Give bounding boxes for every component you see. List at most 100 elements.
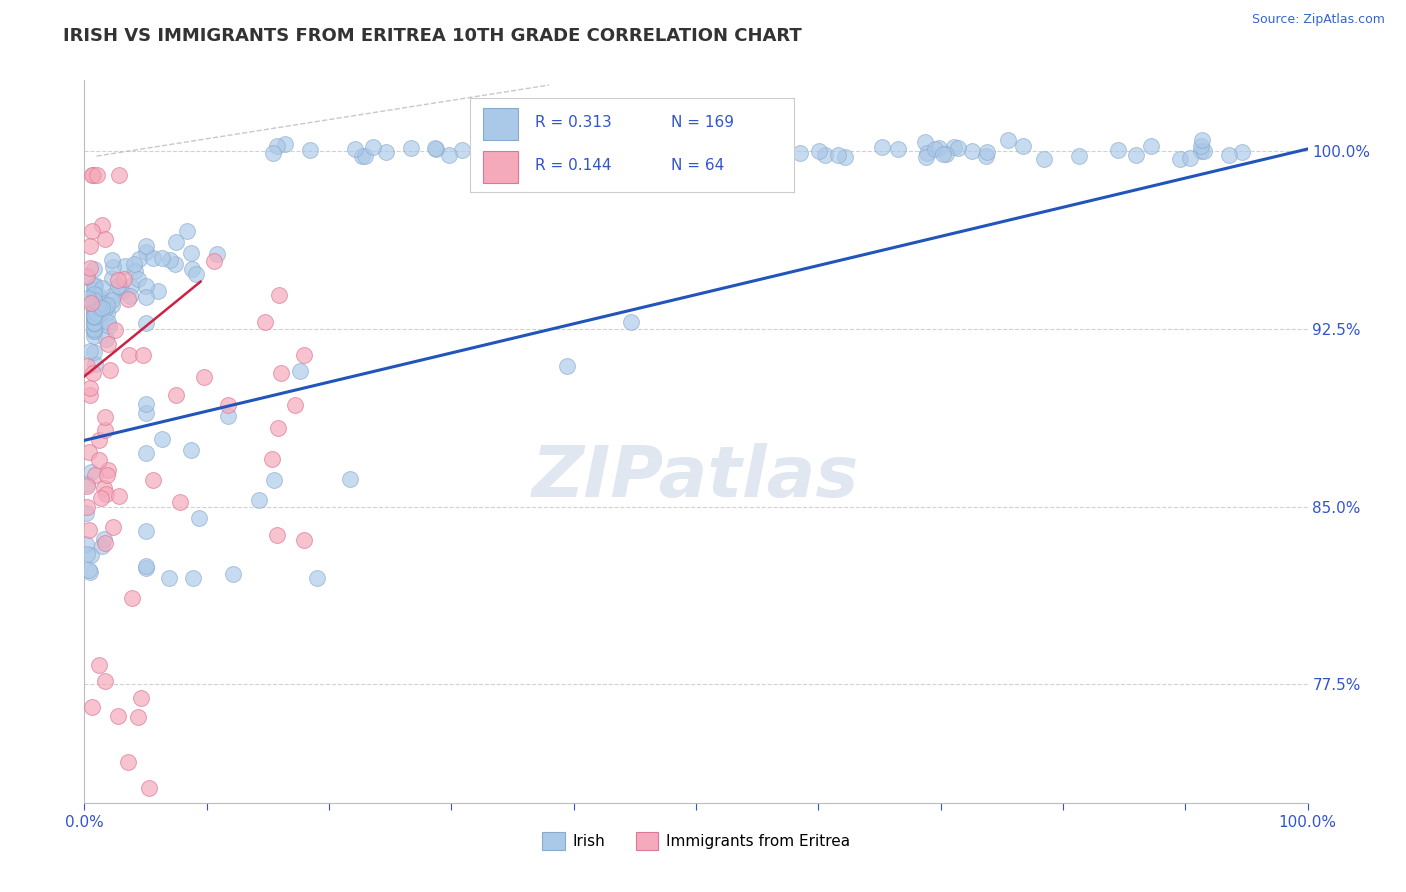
Point (104, 323, 127, 337)
Point (292, 348, 315, 362)
Point (353, 148, 375, 162)
Point (135, 239, 157, 253)
Point (83, 286, 105, 301)
Point (180, 246, 202, 260)
Point (609, 143, 631, 157)
Point (489, 144, 512, 158)
Point (83, 321, 105, 335)
Point (83, 314, 105, 328)
Point (79, 387, 101, 401)
Point (150, 251, 173, 265)
Point (76, 478, 98, 492)
Point (83, 329, 105, 343)
Point (82, 366, 104, 380)
Point (492, 132, 515, 146)
Point (86, 168, 108, 182)
Point (107, 273, 129, 287)
Point (135, 445, 157, 459)
Point (142, 252, 165, 266)
Point (928, 141, 950, 155)
Point (638, 140, 661, 154)
Point (89, 658, 111, 673)
Point (117, 292, 139, 306)
Point (83, 310, 105, 324)
Point (83, 302, 105, 317)
Point (83, 278, 105, 293)
Point (97, 319, 120, 334)
Point (96, 306, 118, 320)
Point (789, 145, 811, 160)
Point (184, 267, 207, 281)
Point (83, 316, 105, 330)
Text: ZIPatlas: ZIPatlas (533, 443, 859, 512)
Point (135, 524, 157, 538)
Point (132, 348, 155, 362)
Point (1230, 145, 1253, 160)
Point (932, 146, 955, 161)
Point (217, 409, 239, 424)
Point (101, 298, 124, 312)
Point (83, 324, 105, 338)
Point (814, 148, 837, 162)
Point (87, 287, 110, 301)
Point (76, 500, 98, 515)
Point (274, 137, 297, 152)
Point (247, 493, 270, 508)
Point (135, 279, 157, 293)
Point (93, 481, 115, 495)
Point (122, 257, 145, 271)
Point (1180, 151, 1202, 165)
Point (77, 291, 100, 305)
Point (915, 145, 938, 160)
Point (83, 299, 105, 313)
Point (181, 571, 204, 585)
Point (79, 523, 101, 537)
Point (270, 366, 292, 380)
Point (974, 149, 997, 163)
Point (202, 254, 225, 268)
Point (83, 307, 105, 321)
Point (253, 315, 276, 329)
Point (82, 168, 104, 182)
Point (91, 280, 114, 294)
Point (924, 142, 946, 156)
Point (120, 278, 142, 293)
Point (76, 547, 98, 561)
Point (107, 709, 129, 723)
Text: IRISH VS IMMIGRANTS FROM ERITREA 10TH GRADE CORRELATION CHART: IRISH VS IMMIGRANTS FROM ERITREA 10TH GR… (63, 27, 801, 45)
Point (262, 145, 284, 160)
Point (205, 247, 228, 261)
Point (83, 278, 105, 293)
Point (1189, 144, 1212, 158)
Point (118, 289, 141, 303)
Point (97, 337, 120, 351)
Point (84, 357, 107, 371)
Point (93, 532, 115, 546)
Point (962, 145, 984, 159)
Point (75, 537, 97, 551)
Point (1218, 148, 1240, 162)
Point (1191, 132, 1213, 146)
Point (374, 145, 396, 159)
Text: Source: ZipAtlas.com: Source: ZipAtlas.com (1251, 13, 1385, 27)
Point (943, 140, 966, 154)
Point (79, 465, 101, 479)
Point (827, 148, 849, 162)
Point (266, 421, 288, 435)
Point (84, 317, 107, 331)
Point (79, 261, 101, 276)
Point (83, 310, 105, 324)
Point (82, 700, 104, 714)
Point (90, 540, 112, 554)
Point (96, 487, 118, 501)
Point (87, 433, 110, 447)
Point (79, 565, 101, 579)
Point (94, 232, 117, 246)
Point (1067, 149, 1090, 163)
Point (87, 316, 110, 330)
Point (87, 453, 110, 467)
Point (399, 141, 422, 155)
Point (267, 288, 290, 302)
Point (83, 318, 105, 332)
Point (503, 153, 526, 168)
